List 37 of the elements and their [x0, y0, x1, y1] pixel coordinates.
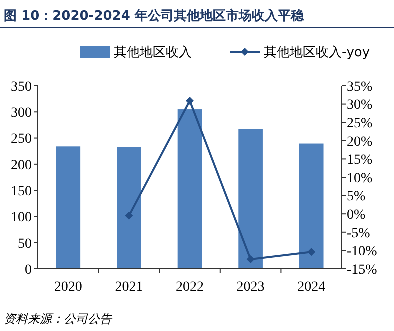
chart-title: 图 10：2020-2024 年公司其他地区市场收入平稳 [4, 8, 305, 24]
y2-tick-label: 5% [347, 190, 366, 205]
y2-tick-label: 10% [347, 171, 373, 186]
y-tick-label: 0 [25, 262, 32, 278]
point [246, 255, 255, 264]
y2-tick-label: 25% [347, 116, 373, 132]
y-tick-label: 50 [18, 236, 32, 252]
y2-tick-label: 35% [347, 80, 373, 95]
bar [56, 146, 81, 269]
bar [178, 110, 202, 269]
y-tick-label: 350 [11, 80, 32, 95]
bar [238, 129, 263, 269]
point [308, 248, 316, 256]
y2-tick-label: -10% [347, 244, 378, 260]
y2-tick-label: 15% [347, 153, 373, 168]
point [125, 212, 134, 220]
x-tick-label: 2024 [298, 280, 326, 295]
x-tick-label: 2020 [54, 280, 82, 295]
y-tick-label: 150 [11, 184, 32, 200]
legend-label: 其他地区收入 [114, 46, 192, 61]
y2-tick-label: 30% [347, 98, 373, 114]
y2-tick-label: 0% [347, 208, 366, 223]
y2-tick-label: -5% [347, 226, 371, 242]
point [186, 97, 194, 106]
x-tick-label: 2023 [236, 280, 265, 295]
y-tick-label: 200 [11, 158, 32, 174]
y2-tick-label: -15% [347, 262, 378, 278]
y-tick-label: 300 [11, 106, 32, 122]
bar [299, 144, 324, 269]
bar [117, 147, 142, 269]
y-tick-label: 250 [11, 132, 32, 148]
x-tick-label: 2022 [176, 280, 204, 295]
y-tick-label: 100 [11, 210, 32, 226]
text: 资料来源：公司公告 [4, 312, 113, 326]
legend-label: 其他地区收入-yoy [264, 46, 370, 61]
x-tick-label: 2021 [115, 280, 144, 295]
y2-tick-label: 20% [347, 134, 373, 150]
